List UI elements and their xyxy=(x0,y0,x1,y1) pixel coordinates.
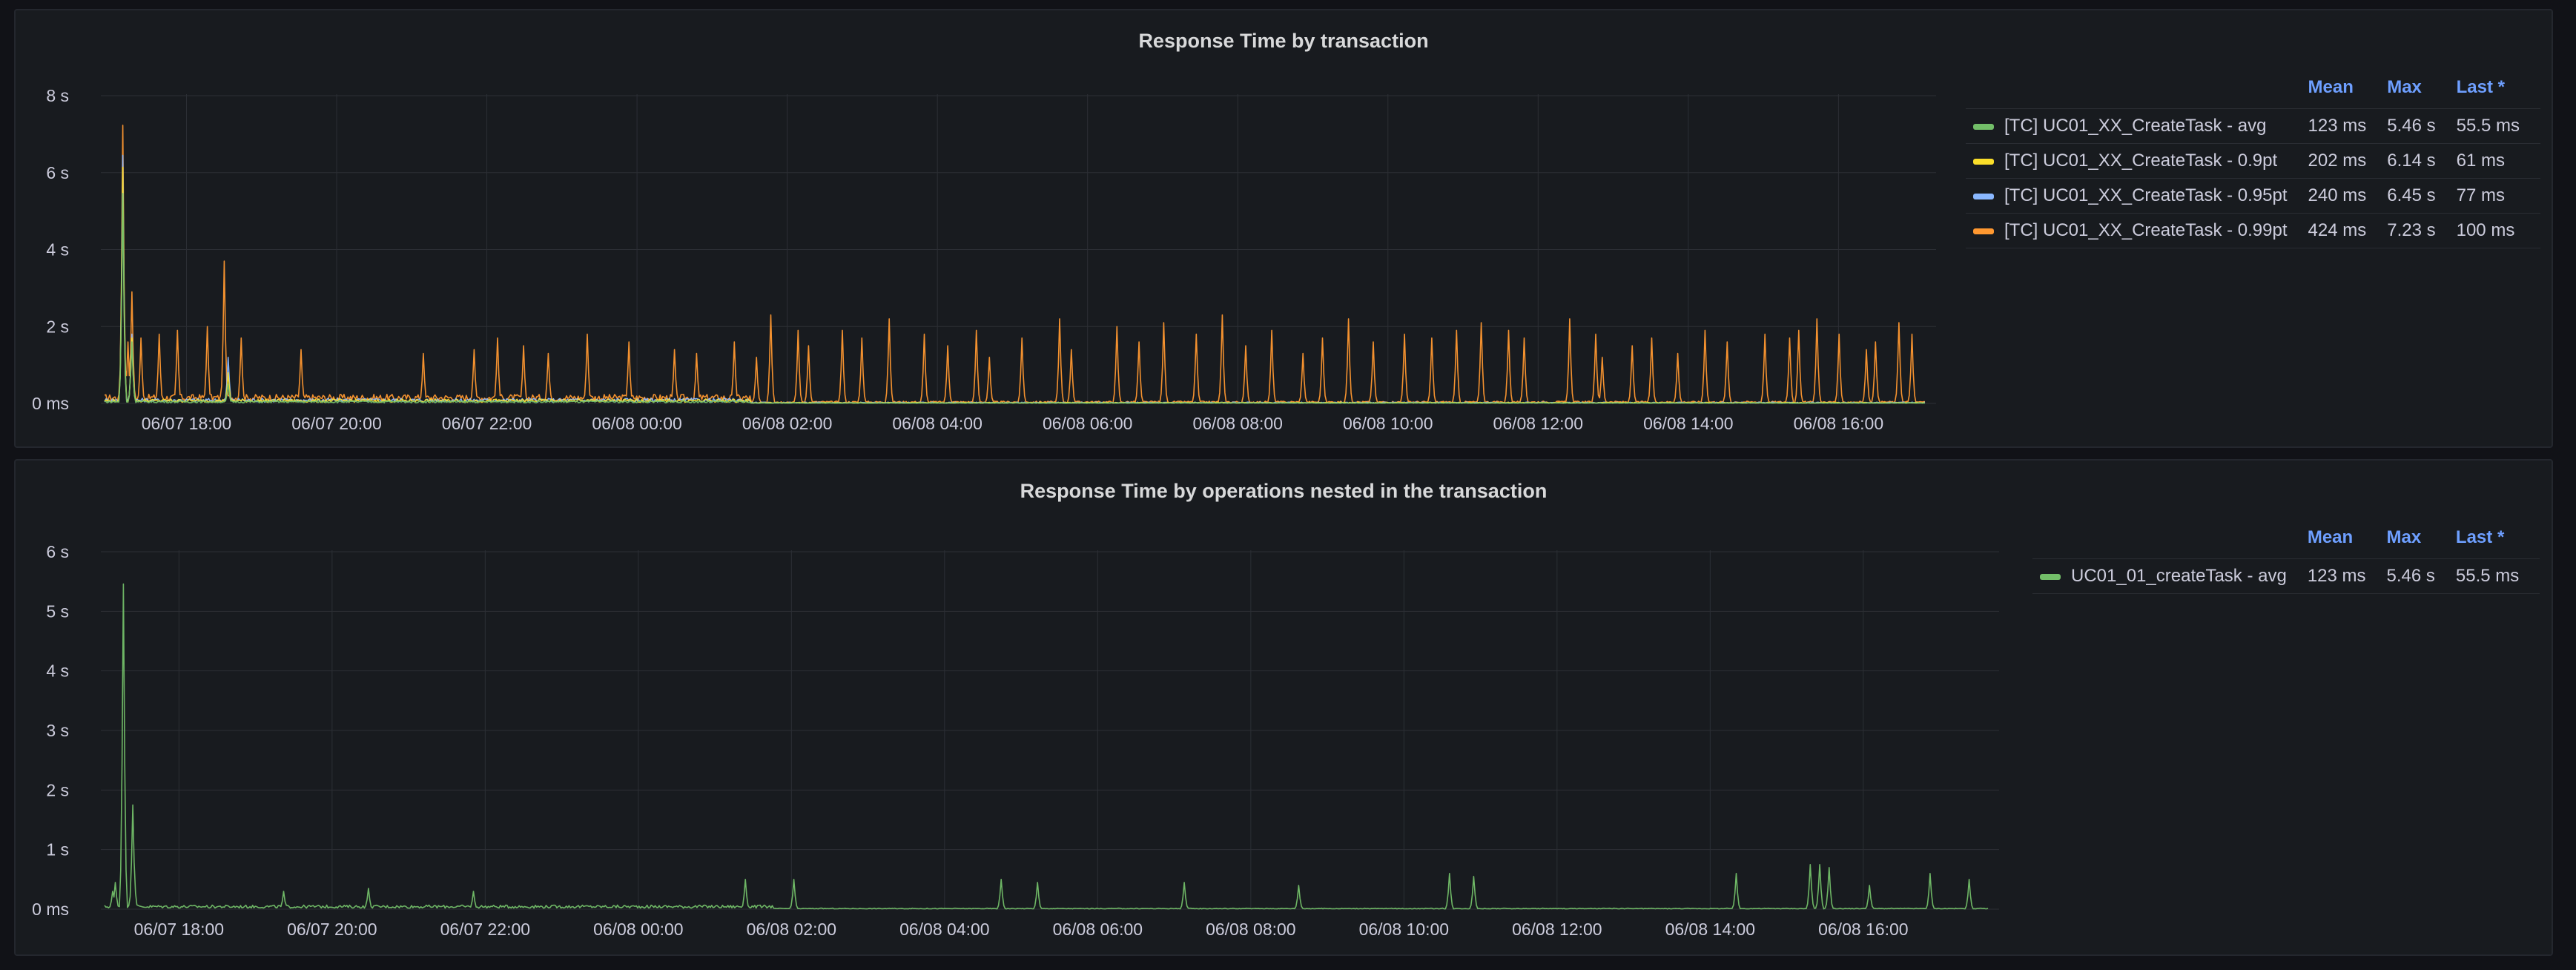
x-tick-label: 06/08 16:00 xyxy=(1818,920,1909,939)
x-tick-label: 06/08 10:00 xyxy=(1343,414,1433,433)
y-tick-label: 5 s xyxy=(46,601,69,621)
legend-color-swatch xyxy=(1973,158,1994,165)
x-tick-label: 06/08 16:00 xyxy=(1794,414,1884,433)
y-tick-label: 4 s xyxy=(46,661,69,681)
x-tick-label: 06/08 06:00 xyxy=(1053,920,1143,939)
x-tick-label: 06/08 00:00 xyxy=(593,920,684,939)
legend-series-cell[interactable]: [TC] UC01_XX_CreateTask - avg xyxy=(1966,108,2308,144)
legend-series-name: [TC] UC01_XX_CreateTask - 0.95pt xyxy=(2004,185,2288,205)
x-tick-label: 06/07 20:00 xyxy=(291,414,382,433)
y-tick-label: 2 s xyxy=(46,317,69,336)
legend-header-max[interactable]: Max xyxy=(2387,77,2422,97)
x-tick-label: 06/08 12:00 xyxy=(1512,920,1602,939)
legend-table: Mean Max Last * UC01_01_createTask - avg… xyxy=(2032,524,2540,594)
legend-mean-value: 424 ms xyxy=(2308,213,2388,248)
y-tick-label: 0 ms xyxy=(32,900,69,919)
legend-last-value: 61 ms xyxy=(2456,143,2540,179)
series-line xyxy=(104,154,1926,404)
legend-last-value: 100 ms xyxy=(2456,213,2540,248)
legend-series-name: [TC] UC01_XX_CreateTask - avg xyxy=(2004,116,2267,136)
x-tick-label: 06/07 22:00 xyxy=(440,920,531,939)
legend-mean-value: 123 ms xyxy=(2308,108,2388,144)
legend-series-name: [TC] UC01_XX_CreateTask - 0.9pt xyxy=(2004,151,2278,171)
legend-color-swatch xyxy=(1973,193,1994,199)
legend-mean-value: 202 ms xyxy=(2308,143,2388,179)
x-tick-label: 06/08 04:00 xyxy=(899,920,990,939)
x-tick-label: 06/08 14:00 xyxy=(1665,920,1756,939)
legend-row[interactable]: [TC] UC01_XX_CreateTask - 0.95pt 240 ms 6.… xyxy=(1966,178,2540,214)
x-tick-label: 06/07 20:00 xyxy=(287,920,377,939)
legend-series-cell[interactable]: [TC] UC01_XX_CreateTask - 0.95pt xyxy=(1966,178,2308,214)
legend-max-value: 6.14 s xyxy=(2387,143,2457,179)
legend-mean-value: 240 ms xyxy=(2308,178,2388,214)
panel-title: Response Time by operations nested in th… xyxy=(1020,480,1548,502)
legend-max-value: 5.46 s xyxy=(2387,108,2457,144)
panel-response-time-by-operations: Response Time by operations nested in th… xyxy=(14,459,2553,956)
y-tick-label: 4 s xyxy=(46,240,69,260)
chart-response-time-by-transaction: 0 ms 2 s 4 s 6 s 8 s 06/07 18:00 06/07 20:00 06… xyxy=(32,86,1936,433)
legend-color-swatch xyxy=(1973,123,1994,130)
x-tick-label: 06/08 08:00 xyxy=(1192,414,1283,433)
x-tick-label: 06/07 18:00 xyxy=(134,920,225,939)
y-tick-label: 6 s xyxy=(46,163,69,182)
legend-max-value: 7.23 s xyxy=(2387,213,2457,248)
y-tick-label: 6 s xyxy=(46,542,69,561)
legend-row[interactable]: [TC] UC01_XX_CreateTask - 0.99pt 424 ms 7.… xyxy=(1966,213,2540,248)
legend-header-last[interactable]: Last * xyxy=(2455,527,2505,547)
legend-series-cell[interactable]: [TC] UC01_XX_CreateTask - 0.9pt xyxy=(1966,143,2308,179)
legend-table: Mean Max Last * [TC] UC01_XX_CreateTask … xyxy=(1966,74,2540,248)
x-tick-label: 06/07 18:00 xyxy=(142,414,232,433)
series-line xyxy=(104,125,1926,403)
legend-last-value: 77 ms xyxy=(2456,178,2540,214)
series-line xyxy=(104,193,1925,404)
y-tick-label: 1 s xyxy=(46,840,69,860)
legend-header-last[interactable]: Last * xyxy=(2456,77,2505,97)
legend-row[interactable]: UC01_01_createTask - avg 123 ms 5.46 s 55.5… xyxy=(2032,558,2540,594)
legend-max-value: 5.46 s xyxy=(2386,558,2456,594)
legend-color-swatch xyxy=(1973,228,1994,234)
x-tick-label: 06/08 04:00 xyxy=(892,414,982,433)
legend-last-value: 55.5 ms xyxy=(2456,108,2540,144)
y-tick-label: 8 s xyxy=(46,86,69,105)
legend-series-header xyxy=(1966,74,2308,109)
legend-mean-value: 123 ms xyxy=(2307,558,2387,594)
x-tick-label: 06/08 08:00 xyxy=(1206,920,1296,939)
series-line xyxy=(104,583,1989,910)
legend-color-swatch xyxy=(2040,573,2061,580)
panel-title: Response Time by transaction xyxy=(1138,30,1429,52)
legend-series-name: [TC] UC01_XX_CreateTask - 0.99pt xyxy=(2004,220,2288,240)
legend-series-cell[interactable]: UC01_01_createTask - avg xyxy=(2032,558,2308,594)
legend-max-value: 6.45 s xyxy=(2387,178,2457,214)
x-tick-label: 06/08 14:00 xyxy=(1643,414,1734,433)
panel-response-time-by-transaction: Response Time by transaction 0 ms 2 s 4 s 6… xyxy=(14,9,2553,448)
x-tick-label: 06/08 00:00 xyxy=(592,414,682,433)
legend-series-cell[interactable]: [TC] UC01_XX_CreateTask - 0.99pt xyxy=(1966,213,2308,248)
y-tick-label: 2 s xyxy=(46,780,69,799)
legend-series-header xyxy=(2032,524,2308,559)
legend-header-max[interactable]: Max xyxy=(2386,527,2422,547)
x-tick-label: 06/07 22:00 xyxy=(442,414,532,433)
legend-row[interactable]: [TC] UC01_XX_CreateTask - 0.9pt 202 ms 6.1… xyxy=(1966,143,2540,179)
y-tick-label: 3 s xyxy=(46,721,69,740)
x-tick-label: 06/08 02:00 xyxy=(747,920,837,939)
y-tick-label: 0 ms xyxy=(32,394,69,413)
x-tick-label: 06/08 02:00 xyxy=(742,414,833,433)
x-tick-label: 06/08 12:00 xyxy=(1493,414,1584,433)
series-line xyxy=(104,166,1926,404)
x-tick-label: 06/08 10:00 xyxy=(1359,920,1450,939)
legend-header-mean[interactable]: Mean xyxy=(2308,77,2354,97)
legend-last-value: 55.5 ms xyxy=(2455,558,2540,594)
legend-header-mean[interactable]: Mean xyxy=(2307,527,2354,547)
x-tick-label: 06/08 06:00 xyxy=(1043,414,1133,433)
legend-series-name: UC01_01_createTask - avg xyxy=(2071,566,2287,586)
chart-response-time-by-operations: 0 ms 1 s 2 s 3 s 4 s 5 s 6 s 06/07 18:00 06/07 2… xyxy=(32,542,1999,939)
legend-row[interactable]: [TC] UC01_XX_CreateTask - avg 123 ms 5.46 … xyxy=(1966,108,2540,144)
